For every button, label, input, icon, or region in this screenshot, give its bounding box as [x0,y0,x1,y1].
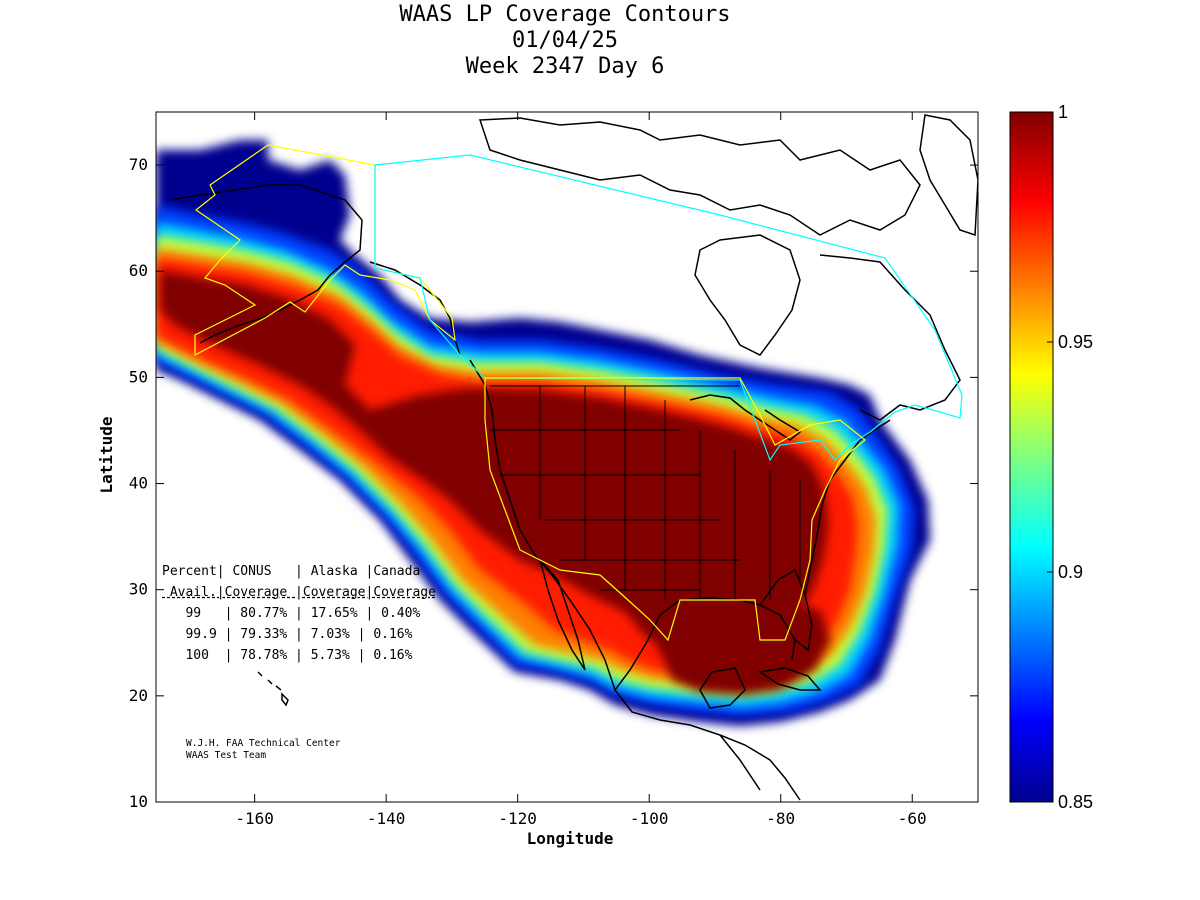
coverage-band-100-south [660,595,830,695]
labrador-outline [819,254,961,421]
yucatan-outline [699,667,746,709]
colorbar-tick-label: 1 [1058,102,1068,122]
y-axis: 10 20 30 40 50 60 70 [129,155,978,811]
y-axis-title: Latitude [97,416,116,493]
great-lakes-outline [689,394,802,441]
alaska-boundary [194,144,456,356]
y-tick-label: 20 [129,686,148,705]
colorbar-gradient [1009,111,1054,803]
coverage-stats-table: Percent| CONUS | Alaska |Canada Avail.|C… [162,561,436,666]
colorbar-tick-label: 0.85 [1058,792,1093,812]
hawaii-outline [257,671,289,707]
canada-boundary [374,154,963,462]
coverage-contours [156,140,930,726]
y-tick-label: 10 [129,792,148,811]
colorbar: 1 0.95 0.9 0.85 [1009,102,1093,812]
alaska-outline [169,184,363,344]
x-tick-label: -160 [235,809,274,828]
state-lines-vertical [539,386,801,600]
coverage-band-100 [160,270,828,655]
y-tick-label: 30 [129,580,148,599]
greenland-outline [919,114,978,237]
west-coast-outline [469,359,761,791]
stats-header-2: Avail.|Coverage |Coverage|Coverage [162,585,436,600]
service-boundaries [194,144,963,642]
arctic-islands-outline [478,117,921,236]
y-tick-label: 50 [129,367,148,386]
credits-line-1: W.J.H. FAA Technical Center [186,738,341,749]
chart-date: 01/04/25 [512,28,618,53]
plot-frame [155,111,979,803]
stats-header-1: Percent| CONUS | Alaska |Canada [162,564,421,579]
baja-outline [539,559,586,671]
x-tick-label: -60 [898,809,927,828]
gulf-coast-outline [614,597,796,691]
stats-row: 99 | 80.77% | 17.65% | 0.40% [162,606,421,621]
y-tick-label: 40 [129,474,148,493]
x-axis: -160 -140 -120 -100 -80 -60 [235,112,927,828]
x-tick-label: -120 [498,809,537,828]
chart-week: Week 2347 Day 6 [465,54,665,79]
conus-boundary [484,377,866,642]
state-borders [490,385,801,600]
cuba-outline [757,667,822,691]
x-axis-title: Longitude [527,829,614,848]
credits-line-2: WAAS Test Team [186,750,267,761]
y-tick-label: 70 [129,155,148,174]
credits: W.J.H. FAA Technical Center WAAS Test Tea… [186,738,340,762]
x-tick-label: -140 [367,809,406,828]
colorbar-tick-label: 0.9 [1058,562,1083,582]
x-tick-label: -80 [766,809,795,828]
chart-title: WAAS LP Coverage Contours [399,2,731,27]
colorbar-tick-label: 0.95 [1058,332,1093,352]
central-america-outline [719,734,801,801]
y-tick-label: 60 [129,261,148,280]
x-tick-label: -100 [630,809,669,828]
hudson-bay-outline [694,234,801,356]
stats-row: 100 | 78.78% | 5.73% | 0.16% [162,648,413,663]
colorbar-ticks: 1 0.95 0.9 0.85 [1047,102,1093,812]
stats-row: 99.9 | 79.33% | 7.03% | 0.16% [162,627,413,642]
